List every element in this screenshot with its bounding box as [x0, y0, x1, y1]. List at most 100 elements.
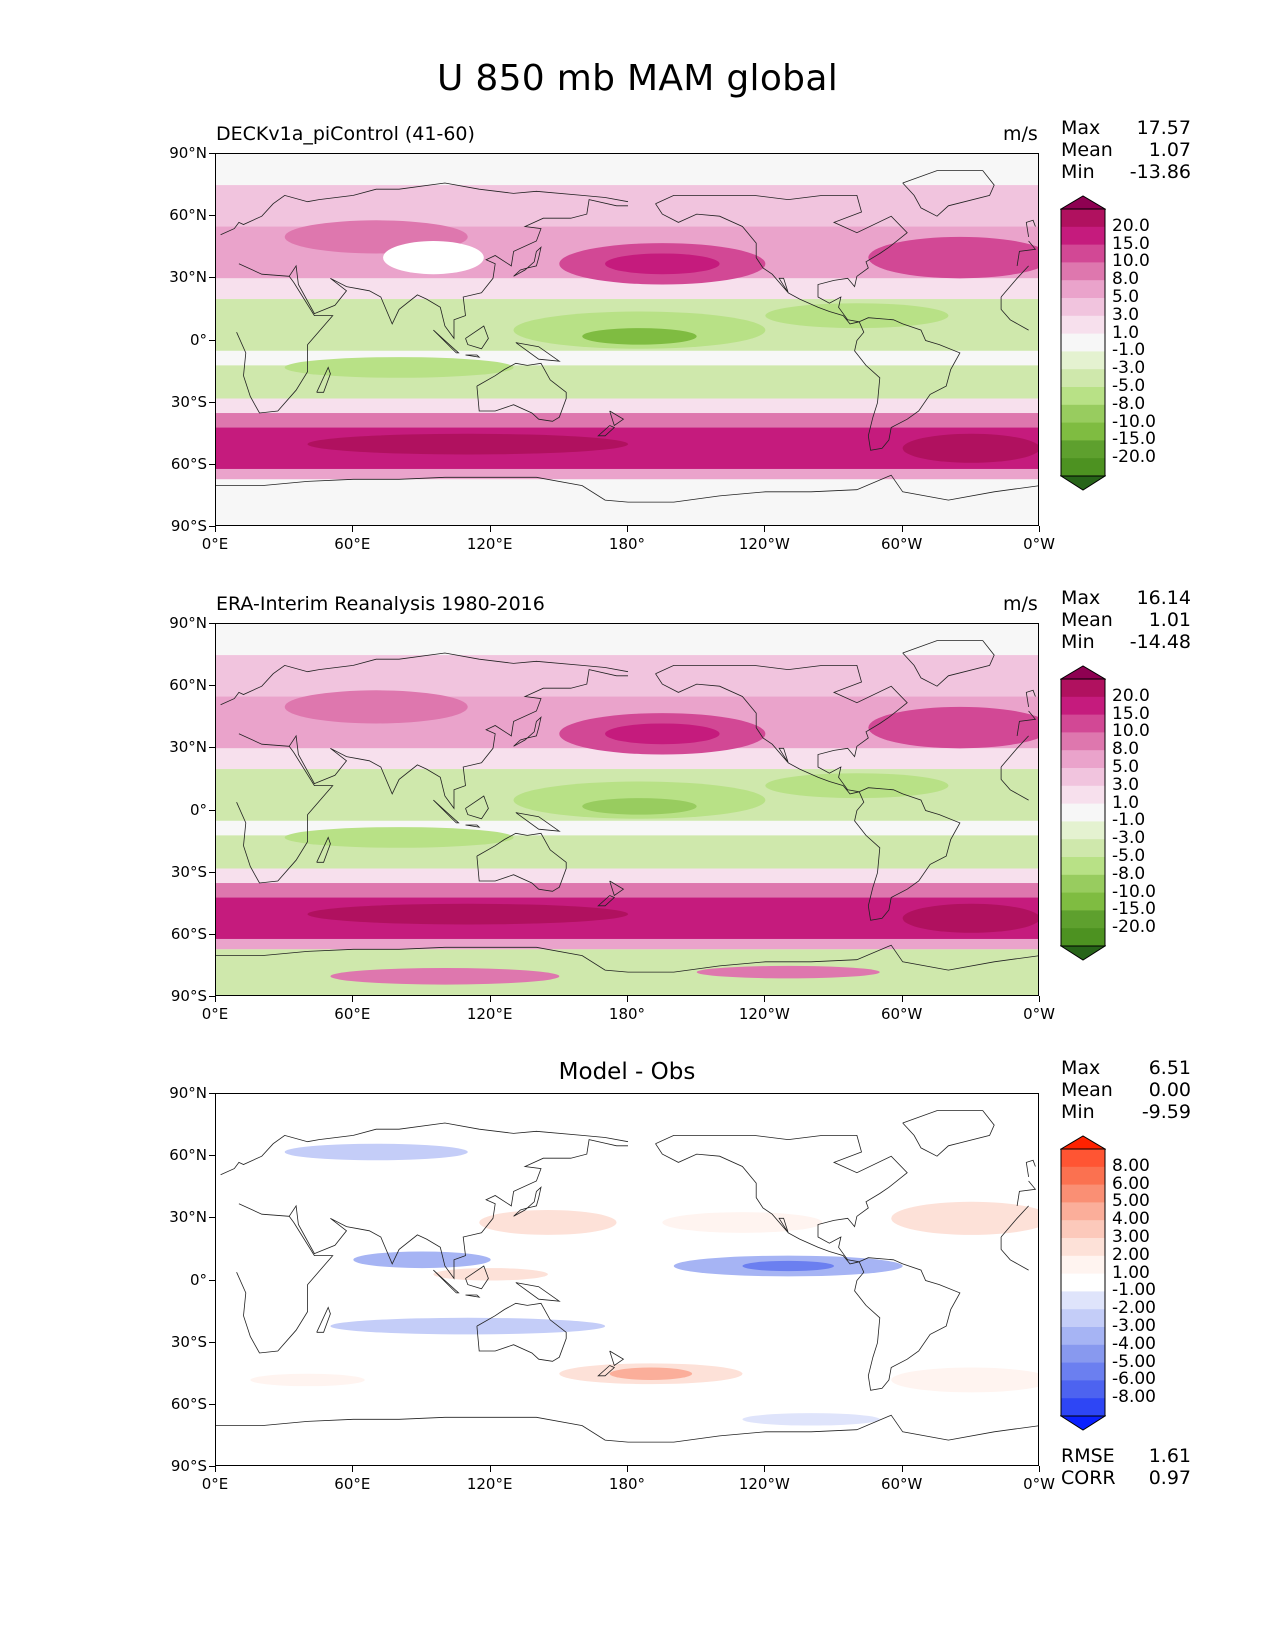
colorbar-tick-label: -8.00	[1112, 1387, 1156, 1408]
coastline	[433, 1269, 460, 1294]
colorbar-tick-label: -15.0	[1112, 899, 1156, 920]
colorbar-tick-label: 20.0	[1112, 685, 1150, 706]
x-tick-label: 60°E	[334, 1475, 371, 1493]
colorbar-cell	[1061, 857, 1105, 876]
colorbar-cell	[1061, 1327, 1105, 1346]
colorbar-cell	[1061, 732, 1105, 751]
x-tick-mark	[489, 526, 491, 532]
colorbar-tick-label: -8.0	[1112, 863, 1146, 884]
mean-value: 1.01	[1148, 609, 1191, 631]
colorbar-tick-label: 2.00	[1112, 1244, 1150, 1265]
contour-region	[433, 1268, 548, 1281]
colorbar-obs-wrap	[1059, 665, 1107, 966]
colorbar-cell	[1061, 209, 1105, 228]
contour-region	[284, 827, 514, 848]
colorbar-cell	[1061, 351, 1105, 370]
colorbar-cell	[1061, 1184, 1105, 1203]
contour-region	[765, 303, 949, 329]
mean-value: 1.07	[1148, 139, 1191, 161]
coastline	[465, 325, 489, 350]
x-tick-mark	[627, 996, 628, 1002]
x-tick-label: 120°E	[466, 535, 513, 553]
x-tick-label: 120°W	[738, 1005, 790, 1023]
colorbar-tick-label: 8.0	[1112, 739, 1140, 760]
x-tick-mark	[489, 1466, 491, 1472]
colorbar-tick-label: 6.00	[1112, 1173, 1150, 1194]
colorbar-tick-label: 20.0	[1112, 215, 1150, 236]
colorbar-cell	[1061, 1255, 1105, 1275]
colorbar-tick-label: -5.0	[1112, 376, 1146, 396]
colorbar-cell	[1061, 910, 1105, 929]
coastline	[476, 362, 567, 422]
colorbar-cell	[1061, 458, 1105, 477]
colorbar-tick-label: -20.0	[1112, 917, 1156, 938]
max-label: Max	[1061, 587, 1101, 609]
min-label: Min	[1061, 1101, 1095, 1123]
x-tick-label: 0°E	[201, 1475, 229, 1493]
y-tick-label: 60°S	[170, 454, 207, 473]
coastline	[513, 716, 542, 747]
colorbar-cell	[1061, 892, 1105, 911]
contour-region	[609, 1367, 693, 1380]
y-tick-label: 60°S	[170, 924, 207, 943]
coastline	[465, 1265, 489, 1290]
coastline	[1025, 689, 1036, 707]
max-label: Max	[1061, 1057, 1101, 1079]
y-tick-label: 90°N	[169, 614, 207, 632]
colorbar-cell	[1061, 1202, 1105, 1221]
y-tick-mark	[209, 339, 215, 341]
x-tick-label: 180°	[608, 535, 646, 553]
coastline	[609, 410, 625, 427]
colorbar-cell	[1061, 839, 1105, 858]
coastline	[316, 366, 331, 393]
colorbar-tick-label: 5.0	[1112, 757, 1140, 777]
x-tick-mark	[215, 996, 216, 1002]
units-label-obs: m/s	[1003, 593, 1038, 615]
y-tick-mark	[209, 463, 215, 465]
x-tick-label: 60°W	[880, 1475, 923, 1493]
x-tick-label: 60°W	[880, 1005, 923, 1023]
max-value: 6.51	[1148, 1057, 1191, 1079]
colorbar-cell	[1061, 262, 1105, 281]
panel-title-model: DECKv1a_piControl (41-60)	[216, 123, 475, 145]
x-tick-mark	[764, 1466, 766, 1472]
coastline	[465, 795, 489, 820]
colorbar-cell	[1061, 821, 1105, 840]
y-tick-mark	[209, 153, 215, 154]
colorbar-tick-label: -1.0	[1112, 810, 1146, 831]
x-tick-mark	[627, 526, 628, 532]
colorbar-cell	[1061, 422, 1105, 441]
y-tick-label: 30°S	[170, 392, 207, 411]
x-tick-label: 60°E	[334, 535, 371, 553]
coastline	[655, 1135, 908, 1265]
x-tick-label: 120°W	[738, 1475, 790, 1493]
colorbar-tick-label: 3.00	[1112, 1227, 1150, 1247]
colorbar-cell	[1061, 803, 1105, 822]
colorbar-tick-label: 8.00	[1112, 1155, 1150, 1176]
coastline	[515, 1282, 561, 1302]
contour-region	[582, 798, 697, 815]
max-value: 17.57	[1136, 117, 1191, 139]
colorbar-cell	[1061, 714, 1105, 733]
y-tick-mark	[209, 747, 215, 749]
contour-region	[742, 1260, 834, 1272]
colorbar-cell	[1061, 1273, 1105, 1292]
coastline	[465, 354, 481, 358]
max-value: 16.14	[1136, 587, 1191, 609]
contour-region	[479, 1210, 617, 1235]
stats-diff: Max 6.51 Mean 0.00 Min -9.59	[1061, 1057, 1191, 1123]
y-tick-mark	[209, 809, 215, 811]
colorbar-cell	[1061, 1149, 1105, 1168]
colorbar-cell	[1061, 1344, 1105, 1364]
colorbar-tick-label: -10.0	[1112, 411, 1156, 432]
colorbar-tick-label: -3.0	[1112, 828, 1146, 849]
coastline	[236, 1203, 1029, 1354]
x-tick-label: 60°W	[880, 535, 923, 553]
contour-region	[662, 1212, 823, 1233]
contour-region	[582, 328, 697, 345]
coastline	[902, 640, 995, 687]
y-tick-label: 30°N	[169, 1208, 207, 1227]
colorbar-cell	[1061, 280, 1105, 299]
colorbar-tick-label: -15.0	[1112, 429, 1156, 450]
colorbar-diff-wrap	[1059, 1135, 1107, 1436]
